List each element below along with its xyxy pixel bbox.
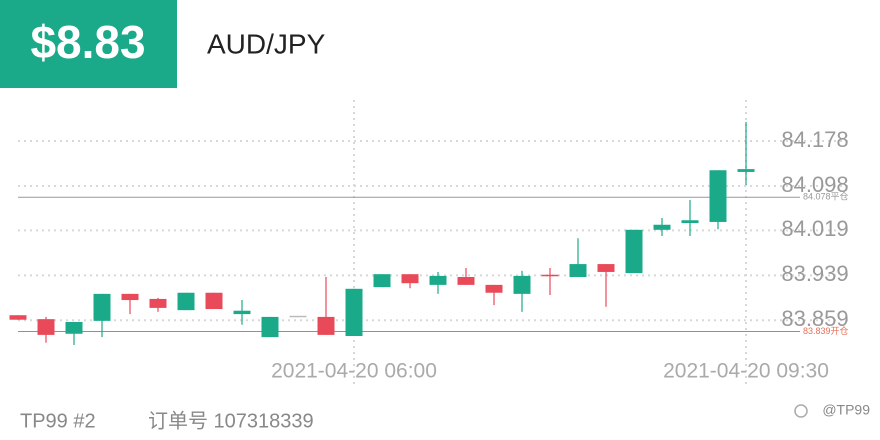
- candle-body: [597, 264, 615, 272]
- x-tick-label: 2021-04-20 09:30: [663, 360, 829, 383]
- reference-label: 84.078平仓: [803, 191, 849, 202]
- candle-body: [373, 274, 391, 288]
- candle-body: [149, 298, 167, 308]
- candle-body: [709, 170, 727, 222]
- candle-body: [401, 274, 419, 284]
- candle-body: [121, 293, 139, 301]
- x-tick-label: 2021-04-20 06:00: [271, 360, 437, 383]
- candle-body: [233, 310, 251, 315]
- order-number: 订单号 107318339: [148, 409, 314, 432]
- candle-body: [317, 316, 335, 335]
- candle-body: [569, 264, 587, 278]
- candle-body: [289, 315, 307, 318]
- candle-body: [65, 321, 83, 334]
- watermark: @TP99: [822, 402, 870, 418]
- candle-body: [345, 288, 363, 337]
- candle-body: [737, 169, 755, 172]
- candle-body: [205, 292, 223, 310]
- candle-body: [625, 229, 643, 274]
- y-tick-label: 84.178: [781, 127, 848, 152]
- candle-body: [541, 274, 559, 277]
- candle-body: [429, 275, 447, 285]
- candle-body: [9, 315, 27, 320]
- y-tick-label: 83.859: [781, 306, 848, 331]
- y-tick-label: 84.098: [781, 172, 848, 197]
- candle-body: [513, 275, 531, 294]
- price-badge: [0, 0, 177, 88]
- candlestick-chart: 84.078平仓 83.839开仓 84.178 84.098 84.019 83.939…: [9, 100, 850, 385]
- candle-body: [653, 224, 671, 230]
- candle-body: [485, 284, 503, 293]
- candle-body: [93, 293, 111, 321]
- candle-body: [457, 277, 475, 285]
- account: TP99 #2: [20, 410, 96, 432]
- candle-body: [177, 292, 195, 311]
- y-tick-label: 84.019: [781, 216, 848, 241]
- candle-body: [681, 220, 699, 224]
- price: $8.83: [30, 16, 145, 68]
- candle-body: [37, 319, 55, 335]
- candle-body: [261, 316, 279, 338]
- watermark-icon: [794, 404, 808, 418]
- y-tick-label: 83.939: [781, 261, 848, 286]
- pair: AUD/JPY: [207, 28, 326, 59]
- reference-label: 83.839开仓: [803, 325, 849, 336]
